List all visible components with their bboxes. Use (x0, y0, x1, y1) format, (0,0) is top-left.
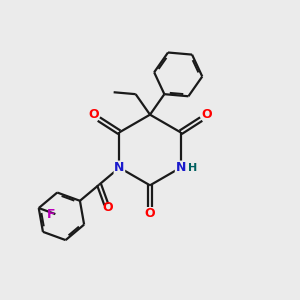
Text: N: N (114, 161, 124, 174)
Text: H: H (188, 163, 198, 173)
Text: O: O (145, 207, 155, 220)
Text: O: O (201, 108, 212, 121)
Text: O: O (102, 201, 113, 214)
Text: O: O (88, 108, 99, 121)
Text: F: F (47, 208, 55, 220)
Text: N: N (176, 161, 186, 174)
